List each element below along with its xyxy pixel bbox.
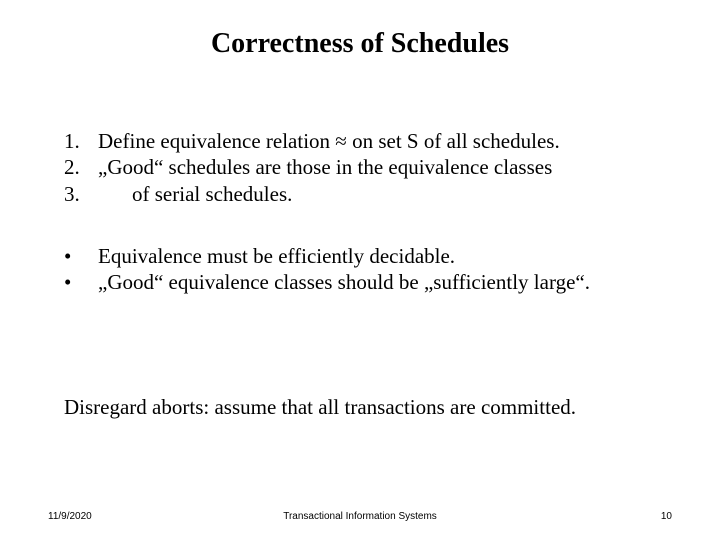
footer-page-number: 10 <box>661 511 672 522</box>
bullet-list: • Equivalence must be efficiently decida… <box>64 243 672 296</box>
list-item: 3. of serial schedules. <box>64 181 672 207</box>
slide-footer: 11/9/2020 Transactional Information Syst… <box>0 511 720 522</box>
list-marker: 1. <box>64 128 98 154</box>
list-text: „Good“ equivalence classes should be „su… <box>98 269 672 295</box>
list-text: of serial schedules. <box>98 181 672 207</box>
list-text: „Good“ schedules are those in the equiva… <box>98 154 672 180</box>
list-text: Equivalence must be efficiently decidabl… <box>98 243 672 269</box>
list-item: 1. Define equivalence relation ≈ on set … <box>64 128 672 154</box>
footer-title: Transactional Information Systems <box>283 511 437 522</box>
list-marker: • <box>64 243 98 269</box>
slide-content: 1. Define equivalence relation ≈ on set … <box>48 128 672 295</box>
list-marker: 2. <box>64 154 98 180</box>
list-text: Define equivalence relation ≈ on set S o… <box>98 128 672 154</box>
list-item: 2. „Good“ schedules are those in the equ… <box>64 154 672 180</box>
closing-statement: Disregard aborts: assume that all transa… <box>48 395 672 420</box>
list-item: • Equivalence must be efficiently decida… <box>64 243 672 269</box>
footer-date: 11/9/2020 <box>48 511 92 522</box>
list-marker: • <box>64 269 98 295</box>
slide-title: Correctness of Schedules <box>48 28 672 60</box>
numbered-list: 1. Define equivalence relation ≈ on set … <box>64 128 672 207</box>
list-item: • „Good“ equivalence classes should be „… <box>64 269 672 295</box>
slide-container: Correctness of Schedules 1. Define equiv… <box>0 0 720 540</box>
list-marker: 3. <box>64 181 98 207</box>
